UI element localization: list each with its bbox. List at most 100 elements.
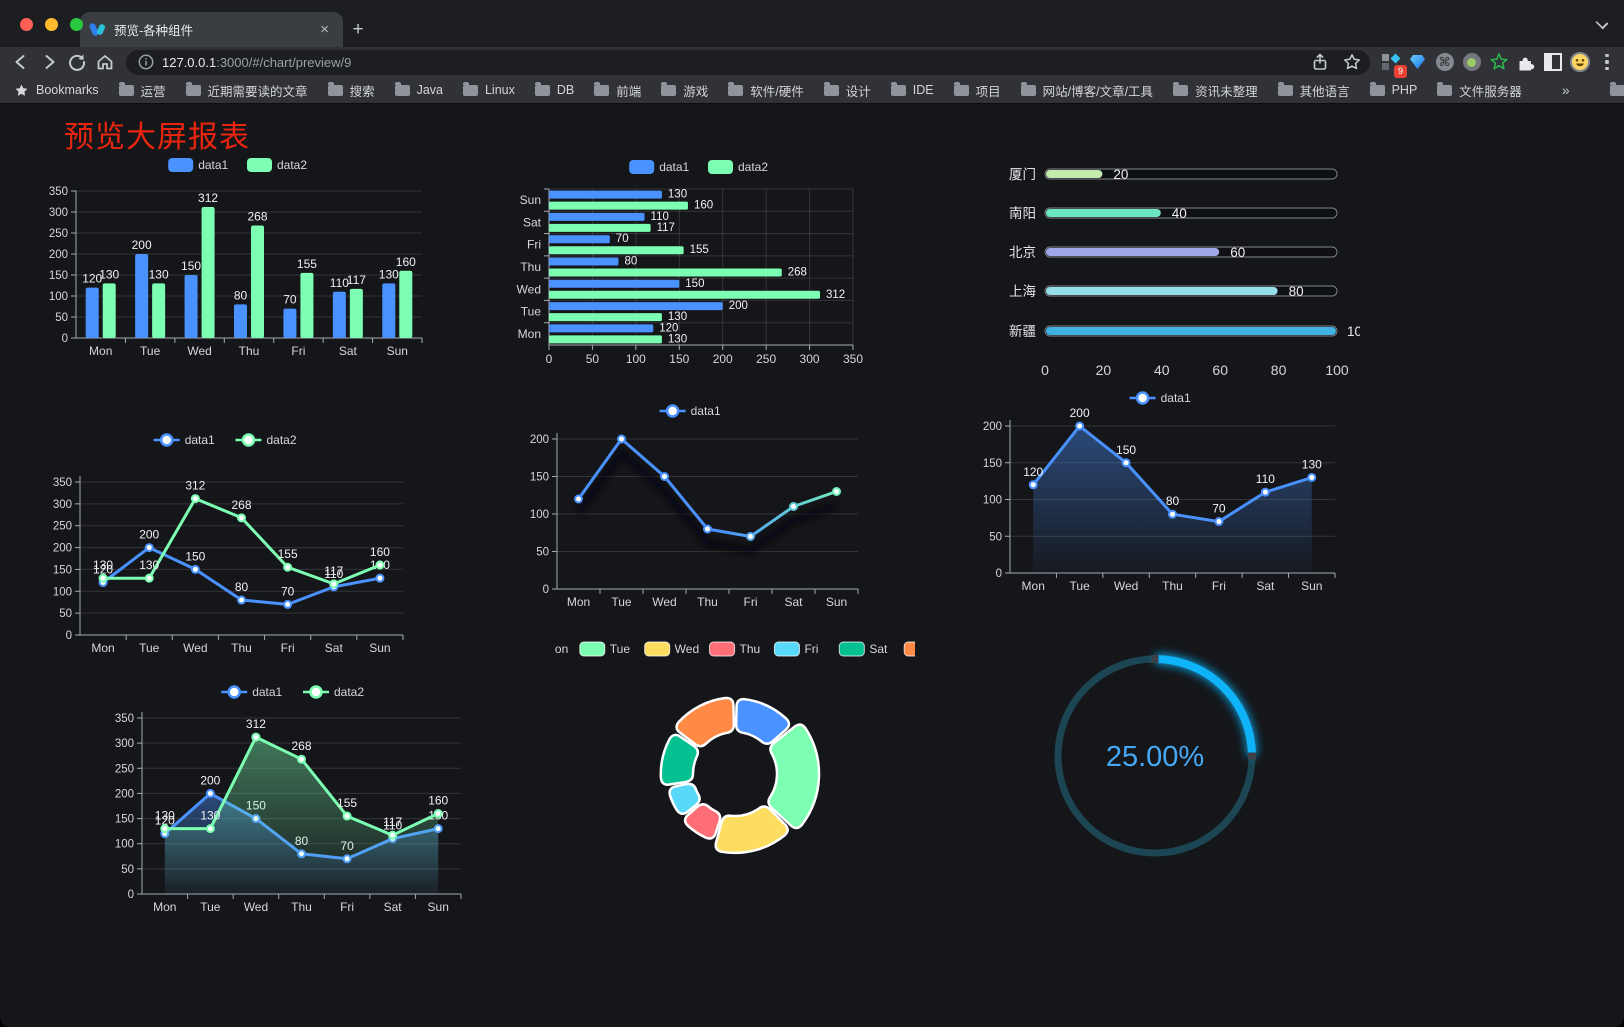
new-tab-button[interactable]: +	[352, 18, 364, 40]
extension-emoji-icon[interactable]	[1567, 50, 1592, 75]
bookmark-folder[interactable]: 游戏	[661, 81, 708, 100]
back-button[interactable]	[8, 49, 34, 75]
svg-text:Thu: Thu	[520, 260, 541, 274]
bookmark-folder[interactable]: IDE	[890, 81, 934, 97]
svg-text:data1: data1	[659, 160, 689, 174]
address-bar[interactable]: 127.0.0.1:3000/#/chart/preview/9	[126, 49, 1370, 75]
svg-text:Sat: Sat	[784, 595, 803, 609]
bookmark-folder[interactable]: 软件/硬件	[728, 81, 804, 100]
browser-menu-button[interactable]	[1598, 51, 1616, 73]
svg-text:268: 268	[291, 739, 311, 753]
site-info-icon[interactable]	[138, 54, 154, 70]
bookmark-folder[interactable]: Java	[394, 81, 443, 97]
home-icon	[97, 55, 113, 70]
svg-text:130: 130	[668, 189, 687, 201]
home-button[interactable]	[92, 49, 118, 75]
svg-text:130: 130	[668, 333, 687, 345]
folder-icon	[890, 81, 906, 96]
bookmark-folder[interactable]: 网站/博客/文章/工具	[1020, 81, 1153, 100]
extension-record-icon[interactable]	[1459, 50, 1484, 75]
svg-text:200: 200	[139, 528, 159, 542]
tab-close-button[interactable]: ×	[320, 21, 329, 38]
tab-title: 预览-各种组件	[114, 24, 194, 38]
svg-text:312: 312	[198, 191, 218, 205]
bookmark-folder[interactable]: 运营	[118, 81, 166, 100]
bookmark-folder[interactable]: 近期需要读的文章	[185, 81, 308, 100]
bookmark-folder[interactable]: 其他语言	[1277, 81, 1350, 100]
svg-text:Sun: Sun	[1301, 579, 1322, 593]
svg-text:Fri: Fri	[281, 641, 295, 655]
svg-text:25.00%: 25.00%	[1106, 741, 1204, 773]
svg-text:Tue: Tue	[611, 595, 632, 609]
svg-text:117: 117	[347, 273, 366, 287]
line-chart-gradient[interactable]: data1 0 50 100 150 200 Mon Tue Wed Thu Fri Sat Sun	[505, 396, 880, 621]
bookmark-folder[interactable]: 资讯未整理	[1173, 81, 1258, 100]
bookmark-folder[interactable]: 文件服务器	[1437, 81, 1522, 100]
browser-tab[interactable]: 预览-各种组件 ×	[80, 12, 343, 47]
bookmark-folder[interactable]: 设计	[823, 81, 871, 100]
page-content: 预览大屏报表 data1 data2 0 50 100 150 200 250 300 350 Mo…	[0, 104, 1624, 1027]
line-chart-basic[interactable]: data1 data2 0 50 100 150 200 250 300 350 Mon Tue Wed…	[40, 426, 415, 666]
bookmarks-manager-item[interactable]: Bookmarks	[14, 83, 99, 98]
bookmark-folder[interactable]: Linux	[462, 81, 515, 97]
svg-text:Mon: Mon	[518, 327, 541, 341]
tab-search-chevron-icon[interactable]	[1596, 16, 1608, 28]
svg-text:150: 150	[53, 564, 72, 576]
svg-text:100: 100	[530, 509, 549, 521]
extension-puzzle-icon[interactable]	[1513, 50, 1538, 75]
gauge-chart[interactable]: 25.00%	[1040, 644, 1270, 874]
horizontal-bar-chart[interactable]: data1 data2 0 50 100 150 200 250 300 350 Sun Sat Fri…	[505, 151, 905, 366]
svg-text:200: 200	[132, 238, 152, 252]
svg-text:150: 150	[530, 472, 549, 484]
zoom-window-button[interactable]	[70, 18, 83, 31]
bookmarks-overflow-button[interactable]: »	[1561, 82, 1570, 98]
svg-text:110: 110	[1256, 472, 1275, 486]
progress-bar-chart[interactable]: 厦门 20 南阳 40 北京 60 上海 80 新疆 100 0 20 40 60 80 100	[985, 151, 1370, 391]
bookmark-star-button[interactable]	[1340, 50, 1364, 74]
svg-text:Thu: Thu	[1162, 579, 1183, 593]
forward-button[interactable]	[36, 49, 62, 75]
minimize-window-button[interactable]	[45, 18, 58, 31]
svg-text:80: 80	[235, 580, 249, 594]
svg-text:Tue: Tue	[200, 900, 221, 914]
svg-text:200: 200	[713, 352, 733, 366]
svg-text:Thu: Thu	[740, 642, 761, 656]
bookmark-folder[interactable]: DB	[534, 81, 574, 97]
svg-text:Fri: Fri	[527, 238, 541, 252]
extension-green-star-icon[interactable]	[1486, 50, 1511, 75]
bar-chart[interactable]: data1 data2 0 50 100 150 200 250 300 350 Mon Tue Wed…	[40, 151, 440, 366]
svg-text:110: 110	[383, 819, 402, 833]
bookmark-folder[interactable]: PHP	[1369, 81, 1417, 97]
url-text[interactable]: 127.0.0.1:3000/#/chart/preview/9	[162, 54, 352, 70]
svg-text:312: 312	[826, 289, 845, 301]
bookmark-folder[interactable]: 搜索	[327, 81, 375, 100]
app-favicon-icon	[88, 21, 106, 38]
bookmark-folder[interactable]: 前端	[594, 81, 641, 100]
svg-text:100: 100	[53, 586, 72, 598]
extension-reader-icon[interactable]	[1540, 50, 1565, 75]
extension-grid-icon[interactable]: 9	[1378, 50, 1407, 78]
svg-text:50: 50	[989, 531, 1002, 543]
other-bookmarks-folder[interactable]: 其他书签	[1609, 81, 1624, 100]
share-button[interactable]	[1308, 50, 1332, 74]
forward-arrow-icon	[45, 55, 55, 69]
svg-text:100: 100	[626, 352, 646, 366]
line-chart-area[interactable]: data1 0 50 100 150 200 Mon Tue Wed Thu Fri Sat Sun 12…	[970, 386, 1355, 611]
svg-text:80: 80	[624, 256, 637, 268]
svg-text:117: 117	[383, 815, 402, 829]
svg-text:200: 200	[53, 543, 72, 555]
svg-text:130: 130	[155, 809, 175, 823]
extension-gem-icon[interactable]	[1405, 50, 1430, 75]
svg-text:150: 150	[49, 270, 68, 282]
bookmark-folder[interactable]: 项目	[953, 81, 1001, 100]
folder-icon	[728, 81, 744, 96]
close-window-button[interactable]	[20, 18, 33, 31]
svg-text:Wed: Wed	[652, 595, 676, 609]
extension-command-icon[interactable]: ⌘	[1432, 50, 1457, 75]
line-chart-dual-area[interactable]: data1 data2 0 50 100 150 200 250 300 350 Mon Tue Wed…	[105, 676, 485, 936]
svg-text:Sat: Sat	[523, 215, 542, 229]
svg-text:150: 150	[185, 549, 205, 563]
reload-button[interactable]	[64, 49, 90, 75]
